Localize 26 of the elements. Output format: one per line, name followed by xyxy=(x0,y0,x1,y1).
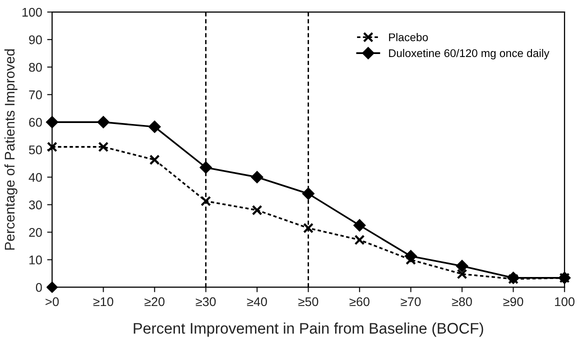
y-tick-label: 80 xyxy=(29,62,42,72)
x-tick-label: ≥70 xyxy=(400,297,421,306)
y-tick-label: 60 xyxy=(29,118,42,127)
legend-label: Placebo xyxy=(389,33,428,42)
x-tick-label: 100 xyxy=(555,297,574,306)
x-tick-label: >0 xyxy=(46,297,59,306)
x-tick-label: ≥30 xyxy=(196,297,216,306)
y-tick-label: 10 xyxy=(29,256,42,264)
y-tick-label: 30 xyxy=(28,200,42,210)
y-tick-label: 40 xyxy=(28,172,42,182)
x-tick-label: ≥50 xyxy=(298,297,318,306)
x-tick-label: ≥90 xyxy=(503,297,524,306)
y-tick-label: 20 xyxy=(29,228,42,237)
y-axis-title: Percentage of Patients Improved xyxy=(4,49,18,250)
y-tick-label: 70 xyxy=(29,90,42,100)
y-tick-label: 100 xyxy=(22,8,42,17)
x-tick-label: ≥20 xyxy=(144,297,164,306)
y-tick-label: 0 xyxy=(36,283,42,292)
x-tick-label: ≥60 xyxy=(350,297,370,306)
legend-label: Duloxetine 60/120 mg once daily xyxy=(389,48,550,60)
y-tick-label: 90 xyxy=(29,35,42,44)
x-axis-title: Percent Improvement in Pain from Baseline (BOCF) xyxy=(134,322,484,337)
x-tick-label: ≥80 xyxy=(452,297,472,306)
x-tick-label: ≥40 xyxy=(247,297,267,306)
x-tick-label: ≥10 xyxy=(93,297,114,306)
y-tick-label: 50 xyxy=(28,145,42,154)
